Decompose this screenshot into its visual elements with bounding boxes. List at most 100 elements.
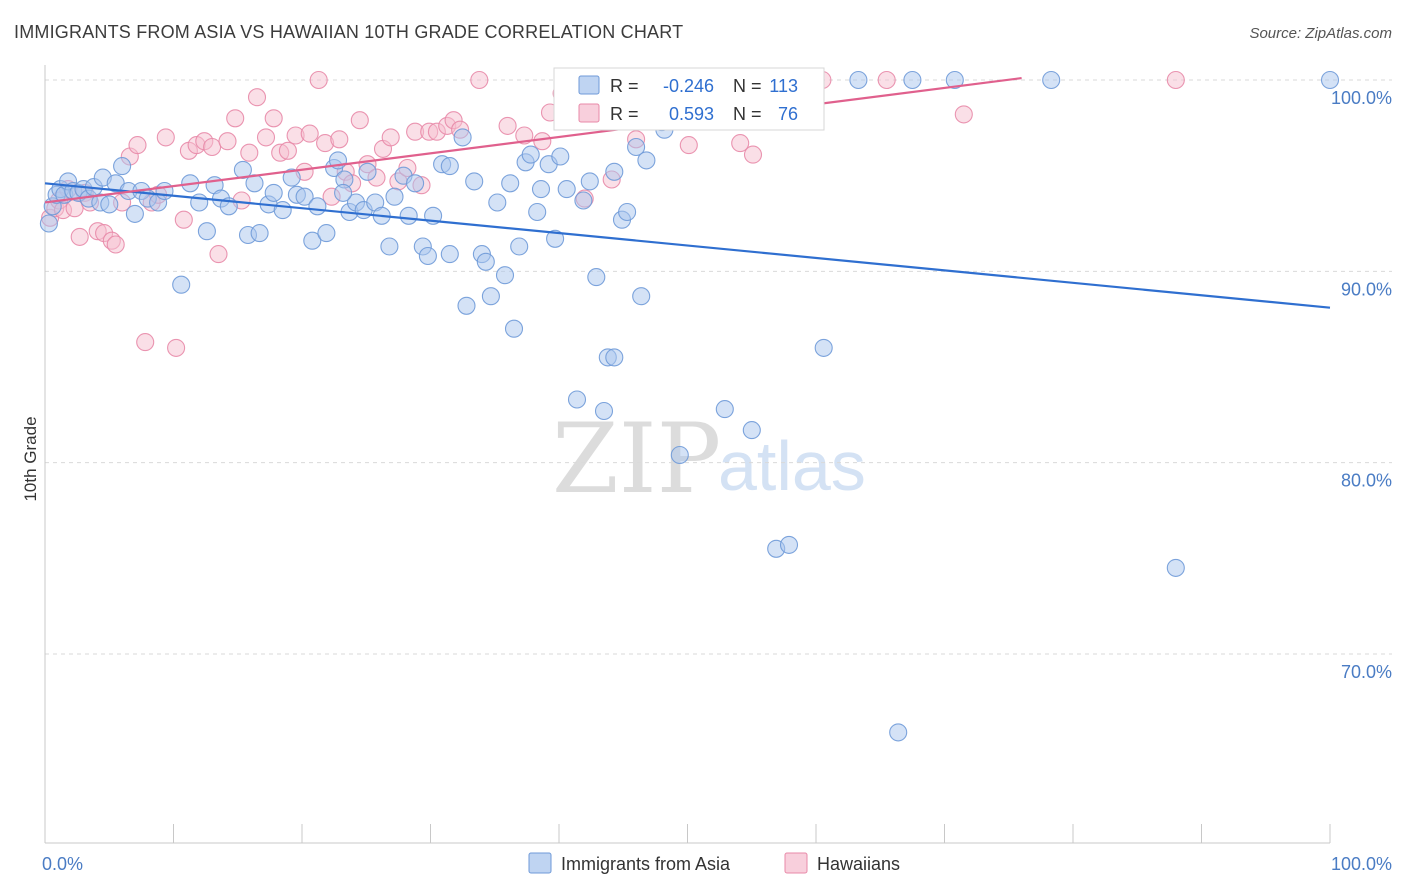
- legend-label-immigrants-from-asia: Immigrants from Asia: [561, 854, 731, 874]
- axes: [44, 65, 1331, 844]
- hawaiian-point-61: [515, 126, 534, 145]
- trend-line-hawaiians: [44, 76, 1022, 204]
- asia-point-81: [580, 172, 599, 191]
- asia-point-68: [495, 266, 515, 285]
- asia-point-92: [670, 445, 689, 465]
- asia-point-79: [567, 390, 587, 409]
- stats-legend-box: R = -0.246 N = 113 R = 0.593 N = 76: [553, 67, 825, 131]
- hawaiian-point-74: [877, 70, 896, 90]
- hawaiian-point-15: [128, 136, 147, 155]
- asia-point-57: [418, 246, 437, 266]
- hawaiian-point-62: [533, 132, 552, 151]
- asia-point-103: [903, 70, 922, 90]
- hawaiian-point-45: [350, 111, 369, 130]
- asia-point-102: [889, 723, 908, 742]
- x-tick-label-1: 100.0%: [1331, 854, 1392, 874]
- asia-point-34: [264, 183, 283, 202]
- asia-point-36: [282, 168, 301, 187]
- asia-point-82: [587, 268, 606, 287]
- hawaiian-point-32: [256, 128, 276, 147]
- asia-point-83: [594, 401, 614, 421]
- hawaiian-point-42: [330, 130, 349, 149]
- hawaiian-point-49: [381, 128, 400, 147]
- asia-point-35: [273, 201, 292, 220]
- asia-point-52: [385, 187, 404, 206]
- hawaiian-point-60: [498, 116, 517, 135]
- asia-point-76: [546, 229, 565, 248]
- asia-point-17: [125, 204, 144, 223]
- asia-point-62: [457, 296, 476, 315]
- asia-point-77: [551, 147, 570, 166]
- asia-point-89: [632, 287, 651, 306]
- asia-point-109: [605, 162, 624, 181]
- asia-point-110: [510, 237, 529, 256]
- y-tick-label-3: 100.0%: [1331, 88, 1392, 108]
- asia-point-69: [501, 174, 520, 193]
- stats-r-value-2: 0.593: [669, 104, 714, 124]
- hawaiian-point-12: [106, 235, 125, 254]
- trend-line-immigrants-from-asia: [44, 182, 1331, 309]
- asia-point-101: [849, 70, 868, 90]
- legend-label-hawaiians: Hawaiians: [817, 854, 900, 874]
- asia-point-65: [476, 252, 495, 271]
- hawaiian-point-20: [167, 338, 186, 357]
- y-tick-labels: 70.0% 80.0% 90.0% 100.0%: [1331, 88, 1392, 682]
- hawaiian-point-71: [743, 145, 763, 164]
- stats-n-label-1: N =: [733, 76, 762, 96]
- asia-point-87: [618, 202, 637, 222]
- asia-point-78: [557, 180, 576, 199]
- asia-point-70: [504, 319, 524, 338]
- y-tick-label-2: 90.0%: [1341, 279, 1392, 299]
- chart-source: Source: ZipAtlas.com: [1249, 25, 1392, 42]
- bottom-legend: Immigrants from Asia Hawaiians: [528, 852, 900, 874]
- stats-n-label-2: N =: [733, 104, 762, 124]
- hawaiian-point-39: [309, 70, 328, 90]
- asia-point-60: [440, 245, 459, 264]
- asia-point-38: [295, 187, 314, 206]
- asia-point-54: [399, 206, 418, 225]
- hawaiian-point-6: [70, 227, 89, 246]
- asia-point-111: [440, 157, 459, 176]
- stats-n-value-1: 113: [769, 76, 798, 96]
- asia-point-67: [488, 193, 507, 212]
- hawaiian-point-69: [679, 136, 698, 155]
- asia-point-97: [742, 421, 761, 440]
- hawaiian-point-28: [226, 109, 245, 128]
- asia-point-90: [637, 151, 656, 170]
- y-tick-label-1: 80.0%: [1341, 471, 1392, 491]
- asia-point-104: [945, 70, 964, 90]
- hawaiian-point-21: [174, 210, 193, 229]
- watermark-atlas: atlas: [718, 427, 866, 505]
- hawaiian-point-33: [264, 109, 283, 128]
- hawaiian-point-19: [156, 128, 175, 147]
- asia-point-99: [779, 535, 799, 554]
- asia-point-88: [627, 137, 646, 157]
- asia-point-80: [574, 191, 593, 210]
- asia-point-63: [465, 172, 484, 191]
- asia-point-106: [1166, 558, 1185, 577]
- asia-point-32: [250, 224, 269, 243]
- y-axis-label: 10th Grade: [21, 416, 40, 501]
- hawaiian-point-27: [218, 132, 237, 151]
- asia-point-85: [605, 348, 624, 367]
- stats-n-value-2: 76: [778, 104, 798, 124]
- asia-point-55: [406, 174, 425, 193]
- hawaiian-point-59: [470, 70, 489, 90]
- hawaiian-point-70: [731, 134, 750, 153]
- asia-point-15: [113, 157, 132, 176]
- asia-point-24: [190, 193, 209, 212]
- asia-point-22: [172, 275, 191, 294]
- asia-point-72: [521, 145, 540, 164]
- asia-point-112: [334, 183, 353, 202]
- asia-point-13: [100, 195, 119, 214]
- legend-swatch-immigrants-from-asia: [528, 852, 552, 874]
- hawaiian-point-35: [278, 141, 297, 160]
- hawaiian-point-75: [954, 105, 973, 124]
- asia-point-74: [531, 180, 551, 199]
- asia-point-66: [481, 287, 500, 306]
- trend-lines: [44, 76, 1331, 309]
- hawaiian-point-38: [300, 124, 319, 143]
- stats-r-value-1: -0.246: [663, 76, 714, 96]
- asia-point-61: [453, 128, 472, 147]
